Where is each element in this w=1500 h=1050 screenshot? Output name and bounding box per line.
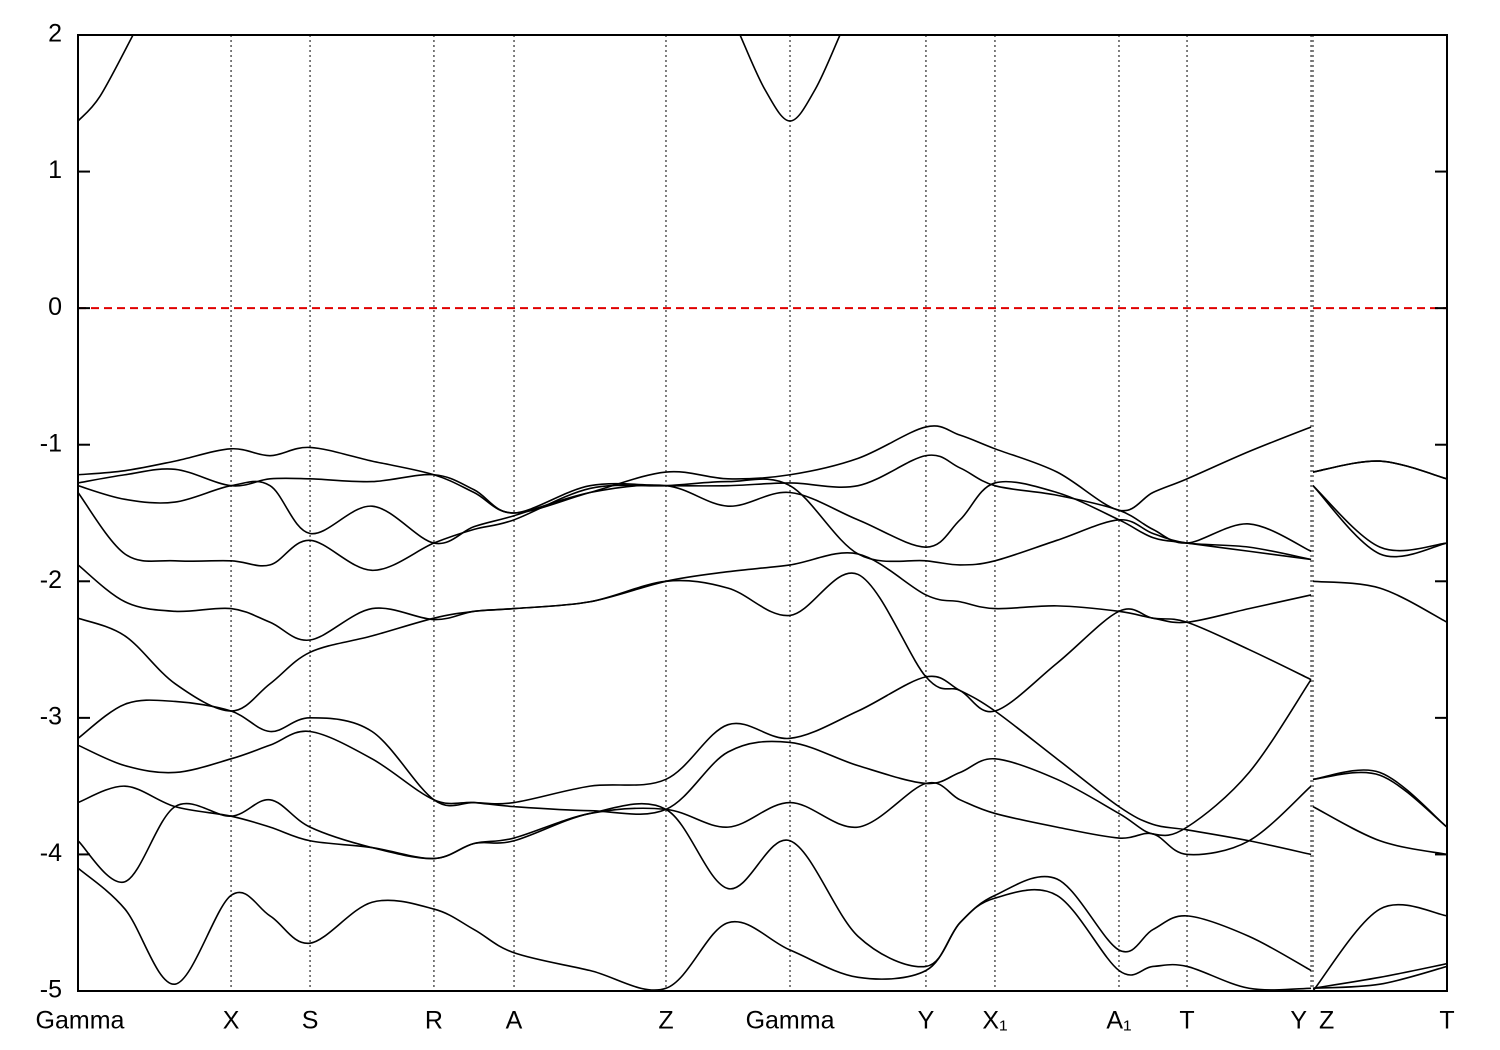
x-tick-label: A₁ xyxy=(1106,1007,1131,1035)
x-tick-label: A xyxy=(506,1007,523,1035)
y-tick-label: -5 xyxy=(40,976,62,1004)
y-tick-label: -2 xyxy=(40,566,62,594)
x-tick-label: Y xyxy=(918,1007,935,1035)
x-tick-label: T xyxy=(1439,1007,1454,1035)
band-line xyxy=(739,35,841,122)
band-line xyxy=(78,425,1447,514)
x-tick-label: Z xyxy=(658,1007,673,1035)
band-line xyxy=(78,781,1447,990)
y-tick-label: -3 xyxy=(40,702,62,730)
band-line xyxy=(78,572,1447,713)
x-tick-label: Gamma xyxy=(36,1007,125,1035)
x-tick-label: X₁ xyxy=(982,1007,1007,1035)
band-line xyxy=(78,460,1447,572)
y-tick-label: -1 xyxy=(40,429,62,457)
x-tick-label: Gamma xyxy=(746,1007,835,1035)
band-line xyxy=(78,454,1447,552)
y-tick-label: 1 xyxy=(48,156,62,184)
y-tick-label: 0 xyxy=(48,293,62,321)
band-line xyxy=(78,480,1447,561)
band-line xyxy=(78,552,1447,828)
y-tick-label: 2 xyxy=(48,20,62,48)
band-line xyxy=(78,679,1447,837)
band-line xyxy=(78,867,1447,991)
band-line xyxy=(78,798,1447,991)
x-tick-label: S xyxy=(302,1007,319,1035)
x-tick-label: X xyxy=(223,1007,240,1035)
x-tick-label: Z xyxy=(1319,1007,1334,1035)
x-tick-label: Y xyxy=(1290,1007,1307,1035)
plot-area xyxy=(78,35,1447,991)
y-tick-label: -4 xyxy=(40,839,62,867)
plot-frame xyxy=(77,34,1448,992)
band-line xyxy=(78,675,1447,856)
x-tick-label: R xyxy=(425,1007,443,1035)
band-line xyxy=(78,35,134,122)
x-tick-label: T xyxy=(1179,1007,1194,1035)
